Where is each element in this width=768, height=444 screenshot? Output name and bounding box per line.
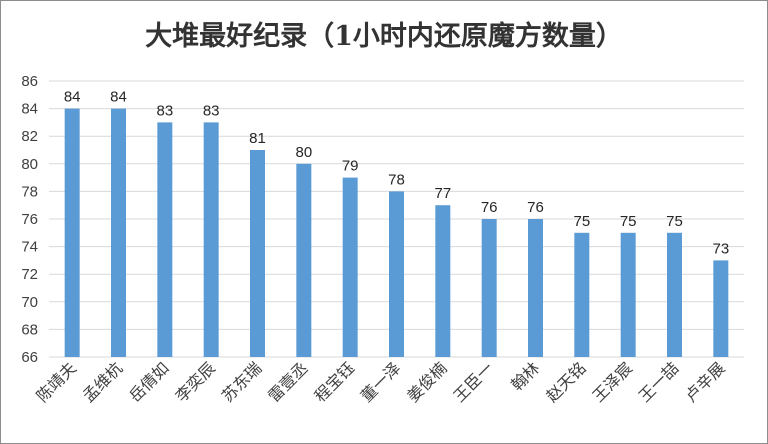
bar (713, 260, 729, 357)
y-tick-label: 76 (21, 211, 38, 228)
y-tick-label: 84 (21, 101, 38, 118)
y-tick-label: 72 (21, 266, 38, 283)
bar (111, 108, 126, 357)
y-tick-label: 78 (21, 183, 38, 200)
bar (64, 108, 80, 357)
bar (342, 177, 358, 357)
bar (528, 219, 543, 357)
data-label: 76 (527, 199, 544, 216)
x-tick-label: 苏东瑞 (218, 358, 265, 405)
bar (250, 150, 265, 357)
bar (389, 191, 404, 357)
y-tick-label: 82 (21, 128, 38, 145)
x-tick-label: 程宝钰 (311, 358, 358, 405)
bar (435, 205, 451, 357)
y-tick-label: 68 (21, 321, 38, 338)
data-label: 78 (388, 171, 405, 188)
bar (296, 163, 312, 357)
x-tick-label: 董一泽 (357, 358, 404, 405)
x-tick-label: 王臣一 (450, 358, 497, 405)
data-label: 75 (666, 213, 683, 230)
data-label: 79 (342, 158, 359, 175)
x-tick-label: 岳倩如 (125, 358, 172, 405)
bar (574, 232, 590, 357)
data-label: 84 (64, 89, 81, 106)
data-label: 80 (295, 144, 312, 161)
y-tick-label: 70 (21, 294, 38, 311)
data-label: 75 (620, 213, 637, 230)
data-label: 84 (110, 89, 127, 106)
bar (157, 122, 173, 358)
data-label: 83 (156, 102, 173, 119)
x-tick-label: 李奕辰 (172, 358, 219, 405)
x-tick-label: 雷壹丞 (264, 358, 311, 405)
x-tick-label: 孟维杭 (79, 358, 126, 405)
data-label: 77 (434, 185, 451, 202)
bar (620, 232, 636, 357)
x-tick-label: 姜俊楠 (403, 358, 450, 405)
x-tick-label: 王一喆 (635, 358, 682, 405)
data-label: 75 (573, 213, 590, 230)
data-label: 81 (249, 130, 266, 147)
bar (667, 232, 682, 357)
data-label: 76 (481, 199, 498, 216)
bar (481, 219, 497, 357)
x-tick-label: 翰林 (507, 358, 543, 394)
data-labels: 84 84 83 83 81 80 79 78 77 76 76 75 75 75 73 (64, 89, 729, 258)
x-tick-label: 赵天铭 (542, 358, 589, 405)
y-tick-label: 86 (21, 73, 38, 90)
bar (203, 122, 219, 358)
bars (64, 108, 729, 358)
x-tick-label: 卢辛展 (681, 358, 728, 405)
y-axis-ticks: 66 68 70 72 74 76 78 80 82 84 86 (21, 73, 38, 366)
chart-title: 大堆最好纪录（1小时内还原魔方数量） (145, 20, 623, 52)
y-tick-label: 74 (21, 239, 38, 256)
data-label: 83 (203, 102, 220, 119)
x-tick-label: 王泽宸 (589, 358, 636, 405)
x-tick-label: 陈靖夫 (33, 358, 80, 405)
data-label: 73 (712, 240, 729, 257)
y-tick-label: 80 (21, 156, 38, 173)
y-tick-label: 66 (21, 349, 38, 366)
